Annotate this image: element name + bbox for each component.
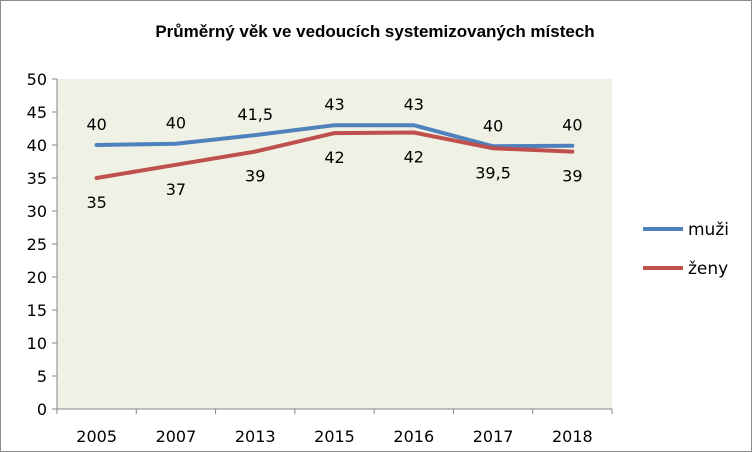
- series-line-zeny: [94, 130, 575, 180]
- plot-area: [57, 79, 612, 409]
- data-label: 37: [166, 180, 186, 199]
- data-labels: 40 40 41,5 43 43 40 40 35 37 39 42 42 39,5 39: [86, 95, 582, 212]
- chart-title: Průměrný věk ve vedoucích systemizovanýc…: [155, 22, 594, 41]
- legend: muži ženy: [643, 220, 729, 279]
- legend-label: ženy: [688, 259, 728, 279]
- data-label: 35: [86, 193, 106, 212]
- data-label: 43: [324, 95, 344, 114]
- y-tick-label: 15: [27, 301, 47, 320]
- x-tick-label: 2015: [314, 427, 355, 446]
- y-tick-label: 10: [27, 334, 47, 353]
- data-label: 39: [562, 167, 582, 186]
- x-tick-label: 2017: [473, 427, 514, 446]
- y-tick-label: 5: [37, 367, 47, 386]
- data-label: 40: [562, 116, 582, 135]
- y-tick-label: 35: [27, 169, 47, 188]
- data-label: 43: [404, 95, 424, 114]
- x-tick-label: 2016: [393, 427, 434, 446]
- data-label: 42: [324, 148, 344, 167]
- data-label: 40: [86, 115, 106, 134]
- x-tick-label: 2013: [235, 427, 276, 446]
- y-tick-label: 45: [27, 103, 47, 122]
- y-tick-label: 0: [37, 400, 47, 419]
- y-tick-label: 50: [27, 70, 47, 89]
- data-label: 40: [166, 114, 186, 133]
- y-tick-label: 25: [27, 235, 47, 254]
- data-label: 41,5: [237, 105, 273, 124]
- data-label: 40: [483, 116, 503, 135]
- data-label: 39,5: [475, 163, 511, 182]
- series-layer: [94, 123, 575, 180]
- x-tick-label: 2018: [552, 427, 593, 446]
- x-tick-label: 2007: [156, 427, 197, 446]
- x-tick-label: 2005: [76, 427, 117, 446]
- data-label: 39: [245, 167, 265, 186]
- axes: 0 5 10 15 20 25 30 35 40 45 50 2005 2007 2013 2015 2016…: [27, 70, 613, 446]
- data-label: 42: [404, 147, 424, 166]
- y-tick-label: 40: [27, 136, 47, 155]
- y-tick-label: 30: [27, 202, 47, 221]
- y-tick-label: 20: [27, 268, 47, 287]
- legend-label: muži: [688, 220, 729, 240]
